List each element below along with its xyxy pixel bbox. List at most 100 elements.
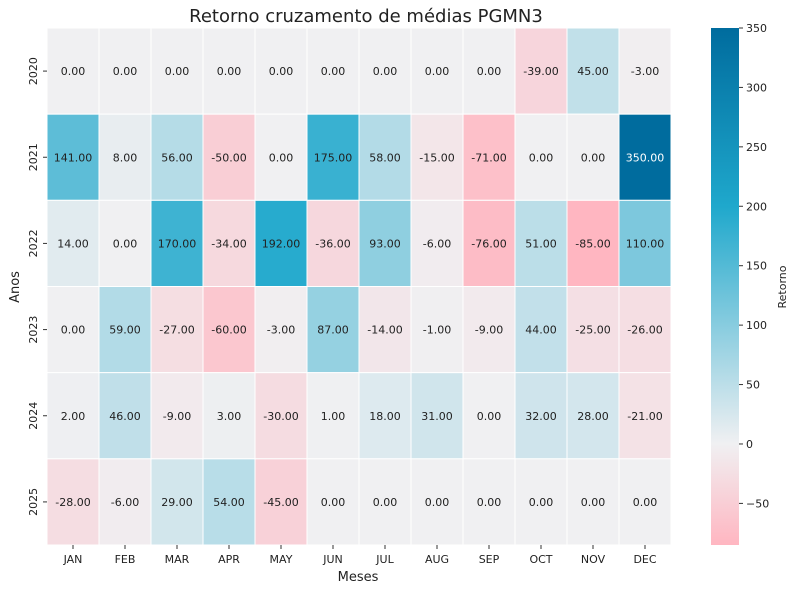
y-tick-label: 2024	[27, 402, 40, 430]
cell-value-label: 18.00	[369, 410, 401, 423]
heatmap-cell	[46, 286, 100, 374]
heatmap-cell	[254, 372, 308, 460]
cell-value-label: 44.00	[525, 324, 557, 337]
x-tick-label: JUL	[375, 553, 394, 566]
cell-value-label: -76.00	[471, 237, 506, 250]
cell-value-label: 192.00	[262, 237, 301, 250]
cell-value-label: 29.00	[161, 496, 193, 509]
x-tick-label: JAN	[63, 553, 83, 566]
cell-value-label: 59.00	[109, 324, 141, 337]
cell-value-label: 45.00	[577, 65, 609, 78]
heatmap-cell	[410, 27, 464, 115]
colorbar-tick-label: 50	[746, 379, 760, 392]
cell-value-label: 8.00	[113, 151, 138, 164]
heatmap-cell	[46, 372, 100, 460]
cell-value-label: -85.00	[575, 237, 610, 250]
heatmap-cell	[98, 113, 152, 201]
cell-value-label: 2.00	[61, 410, 86, 423]
x-axis-label: Meses	[338, 570, 379, 585]
x-tick-label: DEC	[633, 553, 656, 566]
cell-value-label: 14.00	[57, 237, 89, 250]
cell-value-label: 0.00	[113, 237, 138, 250]
heatmap-cell	[514, 113, 568, 201]
cell-value-label: -26.00	[627, 324, 662, 337]
cell-value-label: -30.00	[263, 410, 298, 423]
cell-value-label: 350.00	[626, 151, 665, 164]
cell-value-label: -50.00	[211, 151, 246, 164]
cell-value-label: -3.00	[267, 324, 295, 337]
heatmap-cell	[150, 372, 204, 460]
cell-value-label: 31.00	[421, 410, 453, 423]
heatmap-cell	[46, 199, 100, 287]
cell-value-label: 28.00	[577, 410, 609, 423]
cell-value-label: 0.00	[373, 496, 398, 509]
cell-value-label: 0.00	[269, 151, 294, 164]
cell-value-label: 110.00	[626, 237, 665, 250]
cell-value-label: 56.00	[161, 151, 193, 164]
heatmap-cell	[358, 458, 412, 546]
cell-value-label: 46.00	[109, 410, 141, 423]
x-tick-label: MAY	[270, 553, 293, 566]
heatmap-cell	[462, 113, 516, 201]
heatmap-cell	[618, 27, 672, 115]
cell-value-label: -34.00	[211, 237, 246, 250]
heatmap-cell	[410, 372, 464, 460]
cell-value-label: 0.00	[477, 496, 502, 509]
cell-value-label: 58.00	[369, 151, 401, 164]
cell-value-label: 0.00	[321, 65, 346, 78]
colorbar-tick-label: 200	[746, 200, 767, 213]
cell-value-label: -39.00	[523, 65, 558, 78]
x-tick-label: JUN	[322, 553, 343, 566]
cell-value-label: 0.00	[581, 496, 606, 509]
heatmap-cell	[514, 286, 568, 374]
x-tick-label: SEP	[479, 553, 500, 566]
cell-value-label: 0.00	[321, 496, 346, 509]
cell-value-label: 0.00	[633, 496, 658, 509]
y-tick-label: 2021	[27, 143, 40, 171]
heatmap-cell	[254, 199, 308, 287]
heatmap-cell	[358, 286, 412, 374]
heatmap-cell	[202, 286, 256, 374]
x-tick-label: FEB	[115, 553, 136, 566]
cell-value-label: 0.00	[113, 65, 138, 78]
heatmap-cell	[618, 199, 672, 287]
cell-value-label: -3.00	[631, 65, 659, 78]
cell-value-label: 87.00	[317, 324, 349, 337]
cell-value-label: 51.00	[525, 237, 557, 250]
cell-value-label: 0.00	[61, 324, 86, 337]
colorbar	[711, 28, 739, 545]
heatmap-cell	[358, 199, 412, 287]
heatmap-cell	[462, 286, 516, 374]
heatmap-cell	[306, 372, 360, 460]
heatmap-cell	[410, 458, 464, 546]
y-axis-label: Anos	[8, 271, 23, 303]
x-tick-label: MAR	[165, 553, 190, 566]
cell-value-label: 54.00	[213, 496, 245, 509]
heatmap-cell	[150, 27, 204, 115]
heatmap-cell	[566, 372, 620, 460]
heatmap-cell	[566, 286, 620, 374]
cell-value-label: -14.00	[367, 324, 402, 337]
x-tick-label: APR	[218, 553, 240, 566]
cell-value-label: 0.00	[373, 65, 398, 78]
heatmap-cell	[202, 199, 256, 287]
cell-value-label: -9.00	[163, 410, 191, 423]
heatmap-cell	[150, 286, 204, 374]
heatmap-cell	[358, 113, 412, 201]
cell-value-label: 3.00	[217, 410, 242, 423]
colorbar-tick-label: 150	[746, 260, 767, 273]
cell-value-label: 0.00	[425, 65, 450, 78]
cell-value-label: 0.00	[269, 65, 294, 78]
heatmap-cell	[514, 27, 568, 115]
colorbar-tick-label: 350	[746, 22, 767, 35]
colorbar-tick-label: 300	[746, 81, 767, 94]
y-tick-label: 2022	[27, 229, 40, 257]
y-tick-label: 2020	[27, 57, 40, 85]
chart-title: Retorno cruzamento de médias PGMN3	[189, 6, 543, 27]
cell-value-label: -45.00	[263, 496, 298, 509]
cell-value-label: 175.00	[314, 151, 353, 164]
colorbar-tick-label: 250	[746, 141, 767, 154]
heatmap-cell	[618, 113, 672, 201]
colorbar-tick-label: 0	[746, 438, 753, 451]
